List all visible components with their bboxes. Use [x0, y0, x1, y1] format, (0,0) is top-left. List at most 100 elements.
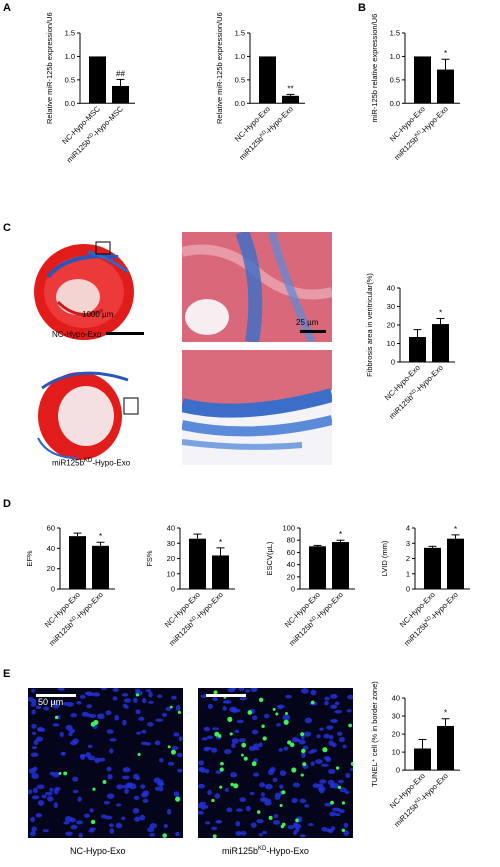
- nucleus: [319, 779, 327, 784]
- nucleus: [104, 815, 113, 820]
- nucleus: [337, 779, 344, 784]
- bar: [414, 748, 431, 771]
- zoom-scale-label: 25 µm: [296, 318, 319, 327]
- tunel-positive-cell: [291, 767, 297, 773]
- y-tick-label: 1.0: [390, 52, 400, 61]
- nucleus: [323, 733, 330, 739]
- nucleus: [326, 725, 334, 730]
- x-category-label: NC-Hypo-Exo: [163, 590, 202, 629]
- heart-section-kd-image: [37, 371, 139, 460]
- nucleus: [171, 746, 179, 750]
- significance-mark: *: [439, 309, 442, 318]
- y-axis-label: FS%: [145, 550, 154, 567]
- significance-mark: *: [444, 49, 447, 58]
- y-tick-label: 100: [282, 524, 295, 533]
- nucleus: [116, 784, 124, 790]
- nucleus: [134, 816, 140, 822]
- nucleus: [231, 738, 239, 744]
- nucleus: [204, 768, 210, 774]
- bar: [437, 69, 454, 104]
- chart-a2: Relative miR-125b expression/U6 0.0 0.5 1.0…: [215, 12, 305, 162]
- nucleus: [109, 738, 117, 742]
- tunel-positive-cell: [175, 796, 181, 802]
- y-axis-label: Relative miR-125b expression/U6: [215, 12, 224, 124]
- tunel-positive-cell: [310, 700, 315, 705]
- nucleus: [330, 718, 339, 723]
- tunel-scale-label: 50 µm: [38, 697, 64, 707]
- significance-mark: **: [287, 84, 293, 93]
- nucleus: [35, 736, 44, 742]
- bar: [424, 547, 441, 590]
- y-tick-label: 20: [47, 564, 55, 573]
- caption-c-top: NC-Hypo-Exo: [52, 330, 102, 339]
- nucleus: [291, 737, 299, 743]
- nucleus: [324, 700, 329, 706]
- nucleus: [142, 798, 149, 804]
- nucleus: [331, 742, 337, 748]
- tunel-positive-cell: [169, 705, 173, 709]
- nucleus: [103, 800, 110, 805]
- significance-mark: *: [454, 525, 457, 534]
- nucleus: [312, 783, 320, 788]
- nucleus: [31, 746, 38, 750]
- y-tick-label: 1.5: [235, 29, 245, 38]
- x-category-label: NC-Hypo-Exo: [383, 363, 422, 402]
- nucleus: [133, 773, 140, 780]
- y-tick-label: 0: [406, 585, 410, 594]
- bar: [282, 95, 299, 104]
- tunel-positive-cell: [337, 785, 342, 790]
- nucleus: [200, 694, 207, 699]
- tunel-positive-cell: [341, 801, 345, 805]
- nucleus: [101, 688, 107, 691]
- nucleus: [124, 788, 129, 794]
- nucleus: [64, 815, 73, 822]
- tunel-positive-cell: [268, 815, 273, 820]
- nucleus: [42, 829, 49, 833]
- tunel-positive-cell: [102, 780, 107, 784]
- bar: [447, 538, 464, 590]
- nucleus: [239, 797, 246, 803]
- nucleus: [114, 714, 120, 721]
- tunel-positive-cell: [93, 719, 99, 726]
- nucleus: [161, 712, 167, 717]
- tunel-positive-cell: [280, 824, 285, 829]
- nucleus: [307, 823, 314, 827]
- tunel-positive-cell: [219, 767, 224, 772]
- nucleus: [330, 694, 338, 699]
- nucleus: [136, 731, 142, 735]
- nucleus: [65, 831, 73, 836]
- nucleus: [319, 727, 324, 731]
- nucleus: [212, 697, 219, 702]
- nucleus: [214, 793, 221, 799]
- y-tick-label: 0.5: [390, 75, 400, 84]
- y-tick-label: 10: [167, 569, 175, 578]
- x-category-label: NC-Hypo-Exo: [398, 590, 437, 629]
- nucleus: [177, 768, 183, 773]
- nucleus: [198, 760, 205, 766]
- tunel-positive-cell: [275, 712, 279, 716]
- nucleus: [265, 783, 273, 790]
- nucleus: [149, 833, 156, 837]
- nucleus: [224, 787, 229, 792]
- nucleus: [230, 772, 238, 778]
- nucleus: [256, 818, 264, 824]
- nucleus: [204, 821, 211, 825]
- nucleus: [77, 796, 82, 802]
- y-tick-label: 1.0: [235, 52, 245, 61]
- nucleus: [141, 729, 147, 734]
- nucleus: [334, 710, 343, 714]
- nucleus: [223, 749, 232, 755]
- bar: [332, 542, 349, 590]
- nucleus: [262, 830, 267, 835]
- nucleus: [200, 805, 206, 810]
- nucleus: [251, 729, 259, 735]
- heart-zoom-nc-image: [182, 232, 332, 342]
- nucleus: [49, 787, 54, 792]
- caption-e-right: miR125bKD-Hypo-Exo: [222, 846, 309, 856]
- tunel-positive-cell: [170, 749, 176, 755]
- nucleus: [320, 763, 329, 767]
- nucleus: [109, 748, 114, 754]
- nucleus: [317, 786, 326, 791]
- nucleus: [235, 831, 243, 836]
- nucleus: [109, 828, 115, 834]
